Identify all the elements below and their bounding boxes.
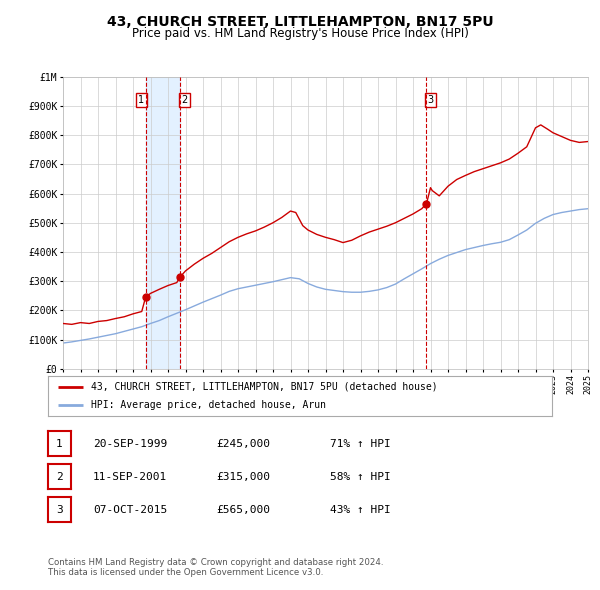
Text: £245,000: £245,000 <box>216 439 270 448</box>
Text: 1: 1 <box>138 95 144 105</box>
Text: Price paid vs. HM Land Registry's House Price Index (HPI): Price paid vs. HM Land Registry's House … <box>131 27 469 40</box>
Text: 2: 2 <box>56 472 63 481</box>
Text: 43% ↑ HPI: 43% ↑ HPI <box>330 505 391 514</box>
Text: 43, CHURCH STREET, LITTLEHAMPTON, BN17 5PU: 43, CHURCH STREET, LITTLEHAMPTON, BN17 5… <box>107 15 493 29</box>
Bar <box>146 77 180 369</box>
Text: 43, CHURCH STREET, LITTLEHAMPTON, BN17 5PU (detached house): 43, CHURCH STREET, LITTLEHAMPTON, BN17 5… <box>91 382 437 392</box>
Text: 11-SEP-2001: 11-SEP-2001 <box>93 472 167 481</box>
Text: £315,000: £315,000 <box>216 472 270 481</box>
Text: 07-OCT-2015: 07-OCT-2015 <box>93 505 167 514</box>
Text: Contains HM Land Registry data © Crown copyright and database right 2024.
This d: Contains HM Land Registry data © Crown c… <box>48 558 383 577</box>
Text: 71% ↑ HPI: 71% ↑ HPI <box>330 439 391 448</box>
Text: 2: 2 <box>182 95 188 105</box>
Text: £565,000: £565,000 <box>216 505 270 514</box>
Text: 20-SEP-1999: 20-SEP-1999 <box>93 439 167 448</box>
Text: 1: 1 <box>56 439 63 448</box>
Text: HPI: Average price, detached house, Arun: HPI: Average price, detached house, Arun <box>91 400 326 410</box>
Text: 3: 3 <box>428 95 434 105</box>
Text: 3: 3 <box>56 505 63 514</box>
Text: 58% ↑ HPI: 58% ↑ HPI <box>330 472 391 481</box>
